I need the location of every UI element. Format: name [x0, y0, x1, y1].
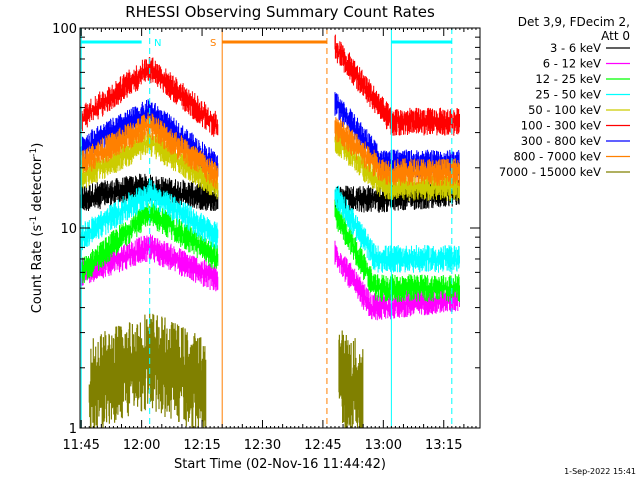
trace-segment-1: [334, 34, 460, 136]
y-tick-label: 10: [60, 222, 77, 237]
legend: Det 3,9, FDecim 2, Att 0 3 - 6 keV 6 - 12…: [499, 15, 630, 179]
legend-label: 6 - 12 keV: [543, 57, 601, 71]
trace-segment-1: [338, 330, 364, 428]
trace-segment-1: [334, 240, 460, 321]
legend-label: 300 - 800 keV: [521, 134, 601, 148]
x-tick-label: 13:15: [425, 438, 462, 453]
trace-segment-1: [334, 185, 460, 273]
saa-label: S: [210, 38, 216, 49]
y-tick-label: 100: [52, 22, 77, 37]
trace-segment-1: [334, 117, 460, 187]
x-tick-label: 12:45: [304, 438, 341, 453]
x-tick-label: 13:00: [365, 438, 402, 453]
legend-label: 3 - 6 keV: [550, 41, 601, 55]
legend-label: 50 - 100 keV: [528, 103, 601, 117]
footer-date: 1-Sep-2022 15:41: [564, 467, 636, 476]
x-tick-label: 12:00: [123, 438, 160, 453]
legend-label: 25 - 50 keV: [535, 88, 601, 102]
trace-segment-0: [88, 313, 207, 428]
y-tick-label: 1: [69, 422, 77, 437]
x-tick-label: 12:15: [183, 438, 220, 453]
legend-label: 800 - 7000 keV: [513, 150, 601, 164]
x-tick-label: 11:45: [62, 438, 99, 453]
legend-label: 100 - 300 keV: [521, 119, 601, 133]
x-axis-label: Start Time (02-Nov-16 11:44:42): [174, 457, 386, 472]
data-traces: [80, 34, 460, 428]
legend-header-line-1: Det 3,9, FDecim 2,: [518, 15, 630, 29]
trace-segment-1: [334, 200, 460, 303]
legend-header-line-2: Att 0: [601, 29, 630, 43]
legend-label: 7000 - 15000 keV: [499, 165, 601, 179]
x-tick-label: 12:30: [244, 438, 281, 453]
series-7000-15000-kevkev: [88, 313, 364, 428]
y-axis-label: Count Rate (s-1 detector-1): [29, 143, 45, 314]
legend-label: 12 - 25 keV: [535, 72, 601, 86]
x-axis: 11:45 12:00 12:15 12:30 12:45 13:00 13:15: [62, 28, 481, 453]
night-label: N: [154, 38, 161, 49]
y-axis: 1 10 100: [52, 22, 480, 437]
series-12-25-kevkev: [80, 200, 460, 303]
chart-title: RHESSI Observing Summary Count Rates: [125, 3, 435, 21]
